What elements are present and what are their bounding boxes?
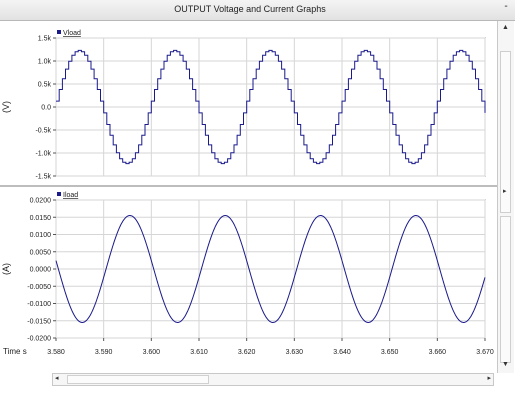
- y-axis-label: (A): [1, 263, 11, 275]
- panel-separator: [0, 185, 497, 187]
- y-tick-label: -0.5k: [35, 128, 51, 135]
- x-tick-label: 3.580: [47, 349, 65, 356]
- y-tick-label: -0.0150: [27, 318, 51, 325]
- vertical-scrollbar[interactable]: ▲ ▸ ▼: [497, 21, 514, 373]
- panel-divider-arrow-icon[interactable]: ▸: [503, 188, 507, 195]
- y-tick-label: -1.0k: [35, 151, 51, 158]
- horizontal-scroll-thumb[interactable]: [67, 375, 209, 384]
- y-tick-label: 1.5k: [38, 36, 52, 43]
- y-tick-label: 0.0100: [30, 232, 52, 239]
- y-tick-label: 0.5k: [38, 82, 52, 89]
- legend-label: Vload: [63, 30, 81, 37]
- y-tick-label: 0.0: [41, 105, 51, 112]
- y-tick-label: 0.0200: [30, 198, 52, 205]
- y-tick-label: -0.0100: [27, 301, 51, 308]
- y-tick-label: -1.5k: [35, 174, 51, 181]
- scroll-thumb-bottom[interactable]: [500, 216, 511, 363]
- y-tick-label: 1.0k: [38, 59, 52, 66]
- y-tick-label: 0.0000: [30, 267, 52, 274]
- y-tick-label: 0.0050: [30, 249, 52, 256]
- y-tick-label: -0.0200: [27, 336, 51, 343]
- x-tick-label: 3.620: [238, 349, 256, 356]
- window-title: OUTPUT Voltage and Current Graphs: [174, 4, 326, 14]
- scroll-down-arrow-icon[interactable]: ▼: [502, 361, 509, 368]
- scroll-thumb-top[interactable]: [500, 51, 511, 213]
- legend-label: Iload: [63, 192, 78, 199]
- legend-swatch: [57, 192, 61, 196]
- series-line-iload: [55, 215, 486, 323]
- minimize-button[interactable]: -: [504, 1, 508, 12]
- legend-swatch: [57, 30, 61, 34]
- x-tick-label: 3.670: [476, 349, 494, 356]
- x-tick-label: 3.610: [190, 349, 208, 356]
- x-tick-label: 3.650: [381, 349, 399, 356]
- scroll-right-arrow-icon[interactable]: ▸: [487, 375, 491, 382]
- series-line-vload: [56, 49, 486, 165]
- scroll-left-arrow-icon[interactable]: ◂: [55, 375, 59, 382]
- x-tick-label: 3.660: [429, 349, 447, 356]
- x-tick-label: 3.630: [286, 349, 304, 356]
- y-tick-label: 0.0150: [30, 215, 52, 222]
- y-tick-label: -0.0050: [27, 284, 51, 291]
- y-axis-label: (V): [1, 101, 11, 113]
- graph-canvas: 1.5k 1.0k 0.5k 0.0 -0.5k -1.0k -1.5k (V) Vload 0.…: [0, 30, 497, 356]
- horizontal-scrollbar[interactable]: ◂ ▸: [52, 373, 494, 386]
- x-tick-label: 3.640: [333, 349, 351, 356]
- x-tick-label: 3.590: [95, 349, 113, 356]
- window-titlebar: OUTPUT Voltage and Current Graphs -: [0, 0, 515, 21]
- x-axis-label: Time s: [3, 347, 27, 356]
- x-tick-label: 3.600: [143, 349, 161, 356]
- scroll-up-arrow-icon[interactable]: ▲: [502, 24, 509, 31]
